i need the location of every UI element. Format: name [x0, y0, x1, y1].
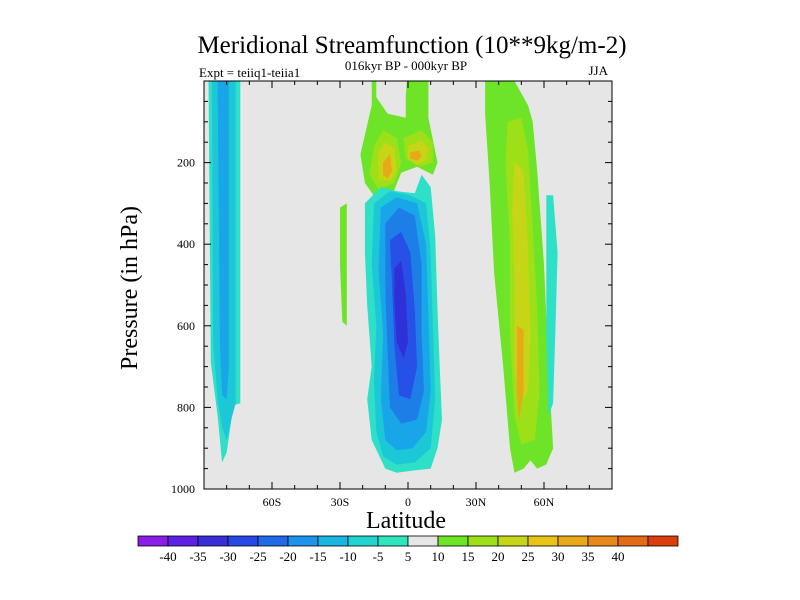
colorbar-box: [197, 535, 229, 547]
colorbar-box: [617, 535, 649, 547]
colorbar-box: [647, 535, 679, 547]
colorbar-box: [407, 535, 439, 547]
colorbar-box: [257, 535, 289, 547]
colorbar-label: 5: [405, 549, 412, 564]
colorbar-label: 10: [432, 549, 445, 564]
colorbar-label: -15: [309, 549, 326, 564]
x-tick-label: 30S: [331, 495, 350, 509]
axis-ticks: 60S 30S 0 30N 60N 200 400 600 800 1000: [171, 80, 613, 509]
chart-subtitle: 016kyr BP - 000kyr BP: [345, 58, 467, 73]
experiment-label: Expt = teiiq1-teiia1: [199, 65, 300, 80]
colorbar-label: 20: [492, 549, 505, 564]
colorbar-box: [287, 535, 319, 547]
contour-fills: [208, 81, 558, 473]
colorbar-label: -35: [189, 549, 206, 564]
colorbar: -40 -35 -30 -25 -20 -15 -10 -5 5 10 15 20 25 30 35 40: [137, 535, 679, 564]
y-axis-label: Pressure (in hPa): [117, 206, 143, 370]
colorbar-box: [167, 535, 199, 547]
plot-area: 60S 30S 0 30N 60N 200 400 600 800 1000: [171, 80, 613, 509]
contour-tropical-negative-cell-l6: [394, 260, 408, 359]
colorbar-label: 30: [552, 549, 565, 564]
colorbar-label: 40: [612, 549, 625, 564]
x-tick-label: 0: [405, 495, 411, 509]
colorbar-label: -10: [339, 549, 356, 564]
contour-antarctic-negative-band-core: [217, 81, 229, 400]
colorbar-box: [317, 535, 349, 547]
colorbar-box: [587, 535, 619, 547]
colorbar-label: 35: [582, 549, 595, 564]
contour-upper-tropical-positive-l4b: [410, 150, 422, 161]
colorbar-label: 25: [522, 549, 535, 564]
y-tick-label: 1000: [171, 482, 195, 496]
contour-northern-positive-band-l4: [516, 325, 524, 420]
colorbar-box: [467, 535, 499, 547]
colorbar-label: -30: [219, 549, 236, 564]
x-axis-label: Latitude: [366, 508, 446, 534]
colorbar-label: 15: [462, 549, 475, 564]
contour-northern-negative-band: [546, 195, 558, 416]
colorbar-box: [377, 535, 409, 547]
colorbar-label: -20: [279, 549, 296, 564]
colorbar-label: -25: [249, 549, 266, 564]
y-tick-label: 400: [177, 237, 195, 251]
colorbar-box: [437, 535, 469, 547]
contour-upper-tropical-positive-l4: [383, 154, 393, 179]
y-tick-label: 800: [177, 400, 195, 414]
colorbar-box: [557, 535, 589, 547]
y-tick-label: 600: [177, 319, 195, 333]
contour-midlat-positive-cell: [340, 203, 347, 326]
x-tick-label: 30N: [466, 495, 487, 509]
colorbar-box: [227, 535, 259, 547]
y-tick-label: 200: [177, 156, 195, 170]
colorbar-box: [137, 535, 169, 547]
x-tick-label: 60N: [534, 495, 555, 509]
colorbar-label: -5: [373, 549, 384, 564]
x-tick-label: 60S: [263, 495, 282, 509]
colorbar-box: [527, 535, 559, 547]
colorbar-box: [347, 535, 379, 547]
colorbar-box: [497, 535, 529, 547]
season-label: JJA: [588, 63, 608, 78]
chart-title: Meridional Streamfunction (10**9kg/m-2): [197, 32, 626, 59]
colorbar-label: -40: [159, 549, 176, 564]
